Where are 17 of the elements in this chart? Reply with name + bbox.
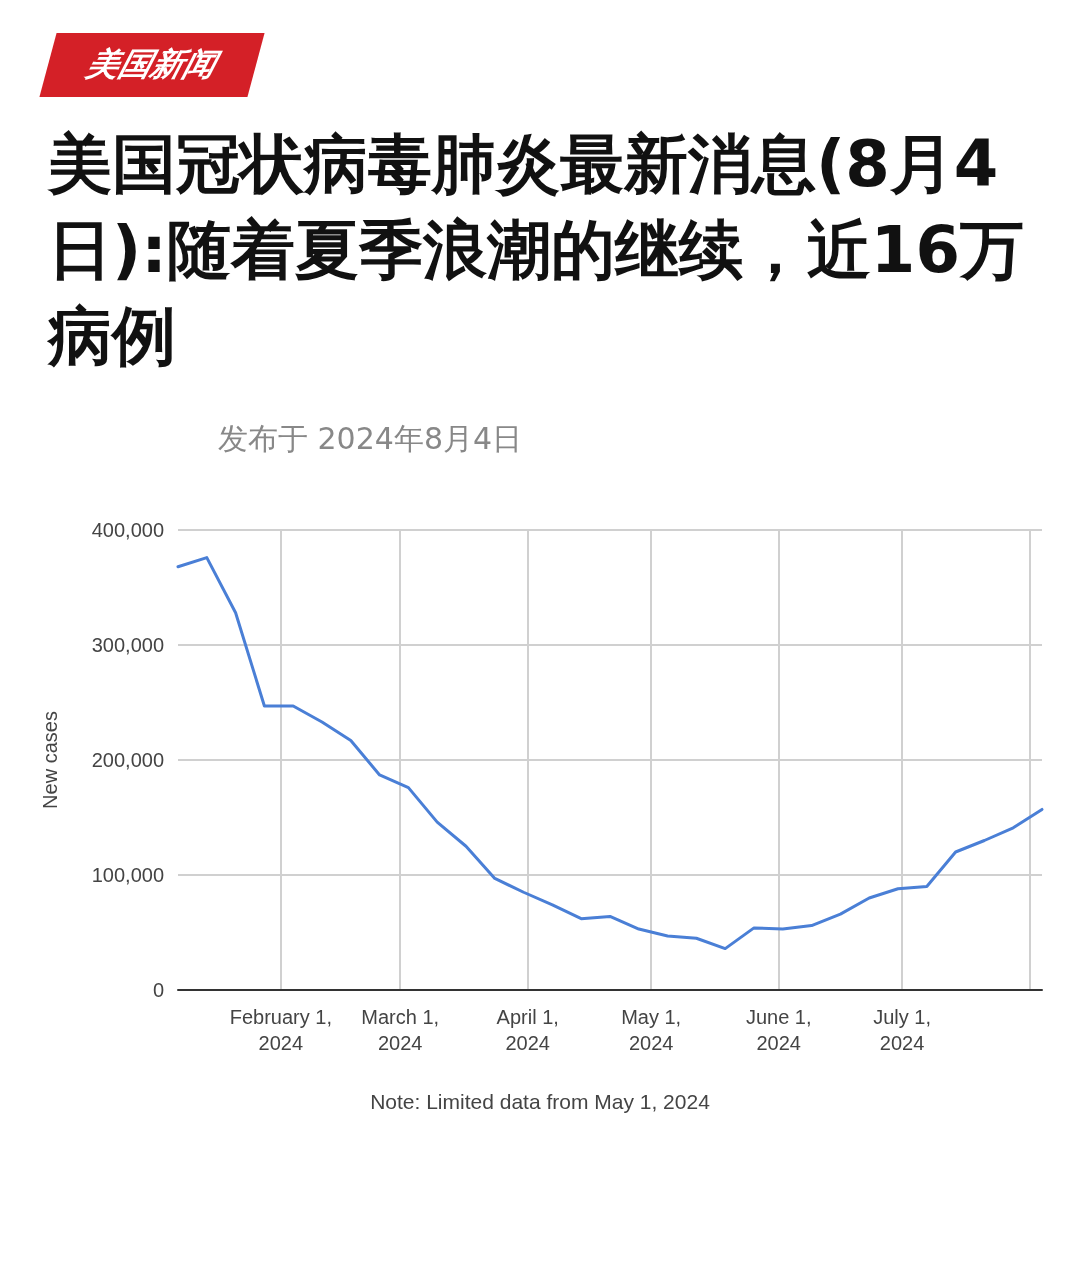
text: 美国新闻 — [39, 33, 265, 97]
x-tick-label: May 1, 2024 — [621, 1006, 682, 1054]
y-tick-label: 100,000 — [91, 864, 164, 886]
y-tick-label: 0 — [152, 979, 164, 1001]
text: Note: Limited data from May 1, 2024 — [370, 1090, 711, 1113]
x-tick-label: February 1, 2024 — [229, 1006, 332, 1054]
y-tick-label: 300,000 — [91, 634, 164, 656]
x-tick-label: June 1, 2024 — [745, 1006, 812, 1054]
y-tick-label: 400,000 — [91, 519, 164, 541]
x-tick-label: July 1, 2024 — [873, 1006, 932, 1054]
x-tick-label: March 1, 2024 — [361, 1006, 440, 1054]
line-series — [176, 556, 1044, 951]
chart-title: 美国冠状病毒肺炎最新消息(8月4日):随着夏季浪潮的继续，近16万病例 — [48, 126, 1025, 375]
y-axis-title: New cases — [39, 711, 61, 809]
x-tick-label: April 1, 2024 — [496, 1006, 559, 1054]
y-tick-label: 200,000 — [91, 749, 164, 771]
text: 发布于 2024年8月4日 — [218, 420, 524, 458]
